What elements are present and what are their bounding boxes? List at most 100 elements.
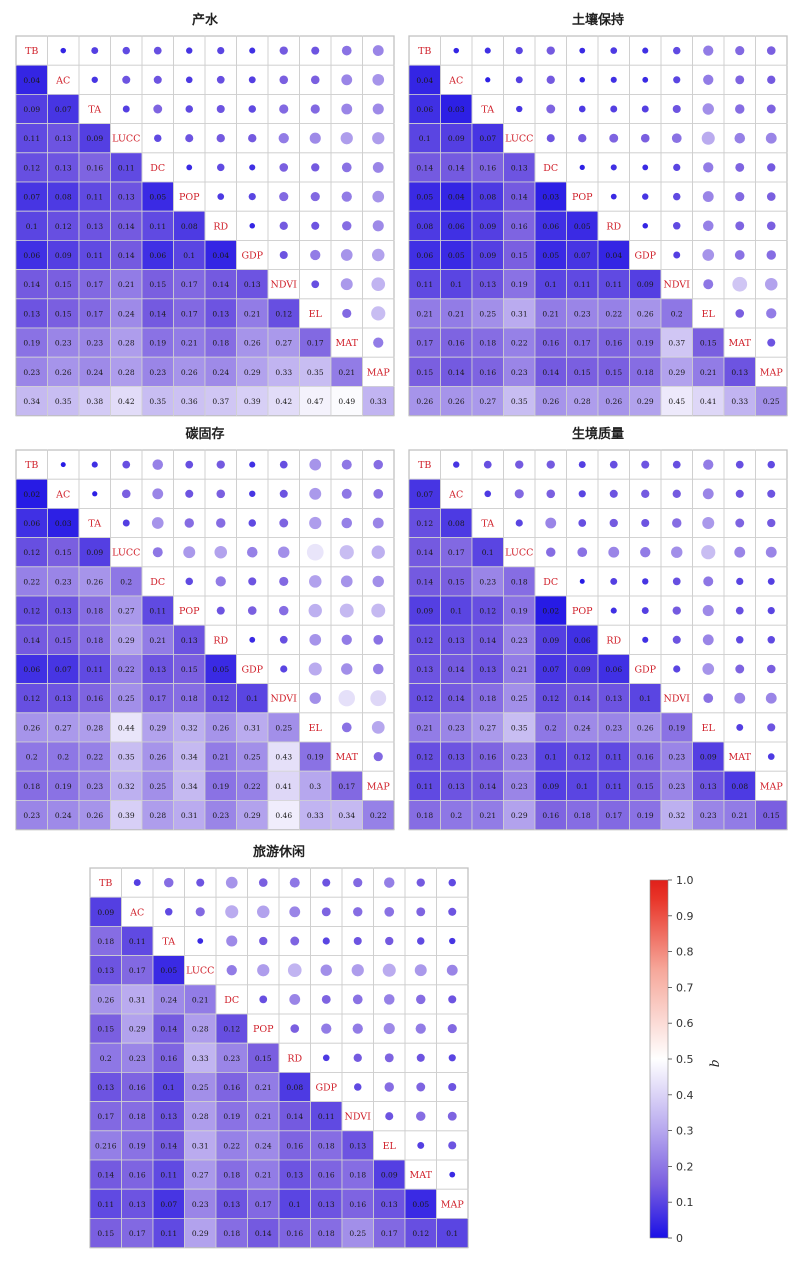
cell-value: 0.21: [149, 636, 166, 645]
cell-value: 0.13: [160, 1112, 177, 1121]
heat-cell: [598, 357, 630, 386]
variable-label: DC: [543, 163, 558, 174]
heat-cell: [173, 299, 205, 328]
cell-value: 0.29: [192, 1229, 209, 1238]
heat-cell: [79, 240, 111, 270]
cell-value: 0.12: [416, 636, 433, 645]
heat-cell: [535, 299, 567, 328]
cell-value: 0.14: [416, 163, 433, 172]
correlation-circle: [122, 519, 130, 527]
correlation-circle: [385, 1112, 394, 1121]
cell-value: 0.18: [212, 339, 229, 348]
heat-cell: [409, 567, 441, 596]
correlation-circle: [767, 636, 775, 644]
cell-value: 0.24: [574, 723, 591, 732]
heat-cell: [472, 270, 504, 299]
heat-cell: [598, 654, 630, 684]
correlation-circle: [701, 131, 715, 145]
cell-value: 0.07: [23, 193, 40, 202]
colorbar-tick-label: 0: [676, 1232, 683, 1245]
correlation-circle: [249, 461, 256, 468]
heat-cell: [121, 1102, 153, 1131]
cell-value: 0.18: [97, 937, 114, 946]
correlation-circle: [736, 636, 744, 644]
cell-value: 0.26: [416, 397, 433, 406]
variable-label: RD: [287, 1053, 302, 1064]
cell-value: 0.18: [416, 811, 433, 820]
heat-cell: [629, 270, 661, 299]
cell-value: 0.3: [309, 782, 321, 791]
correlation-circle: [122, 105, 130, 113]
correlation-circle: [154, 134, 162, 142]
correlation-circle: [767, 460, 775, 469]
cell-value: 0.23: [149, 368, 166, 377]
heat-cell: [173, 625, 205, 654]
correlation-circle: [546, 75, 555, 84]
correlation-circle: [514, 489, 524, 499]
heat-cell: [409, 684, 441, 713]
cell-value: 0.07: [55, 105, 72, 114]
correlation-circle: [279, 46, 288, 55]
colorbar-gradient: [649, 879, 669, 1239]
cell-value: 0.04: [212, 251, 229, 260]
variable-label: POP: [179, 192, 200, 203]
correlation-circle: [185, 76, 193, 84]
cell-value: 0.34: [23, 397, 40, 406]
heat-cell: [205, 654, 237, 684]
cell-value: 0.27: [479, 397, 496, 406]
heat-cell: [236, 713, 268, 742]
correlation-circle: [416, 878, 425, 887]
correlation-circle: [60, 462, 66, 468]
cell-value: 0.23: [448, 723, 465, 732]
heat-cell: [598, 713, 630, 742]
cell-value: 0.13: [700, 782, 717, 791]
correlation-circle: [735, 104, 745, 114]
heat-cell: [268, 386, 300, 416]
correlation-circle: [279, 221, 288, 230]
variable-label: EL: [309, 309, 323, 320]
heat-cell: [310, 1102, 342, 1131]
heat-cell: [629, 684, 661, 713]
cell-value: 0.23: [23, 368, 40, 377]
heat-cell: [47, 654, 79, 684]
heat-cell: [47, 567, 79, 596]
correlation-circle: [765, 546, 777, 558]
cell-value: 0.13: [381, 1200, 398, 1209]
heat-cell: [566, 357, 598, 386]
heat-cell: [661, 386, 693, 416]
heat-cell: [142, 713, 174, 742]
correlation-circle: [309, 458, 322, 471]
heat-cell: [236, 299, 268, 328]
heat-cell: [440, 94, 472, 124]
heat-cell: [110, 299, 142, 328]
cell-value: 0.21: [416, 309, 433, 318]
cell-value: 0.19: [223, 1112, 240, 1121]
heat-cell: [409, 538, 441, 567]
heat-cell: [142, 684, 174, 713]
correlation-circle: [609, 460, 618, 469]
cell-value: 0.23: [605, 723, 622, 732]
heat-cell: [472, 742, 504, 771]
cell-value: 0.25: [149, 782, 166, 791]
correlation-circle: [673, 251, 681, 259]
heat-cell: [472, 800, 504, 830]
heat-cell: [47, 153, 79, 182]
correlation-circle: [279, 489, 288, 498]
correlation-circle: [416, 1111, 426, 1121]
cell-value: 0.47: [307, 397, 324, 406]
heat-cell: [121, 1014, 153, 1043]
cell-value: 0.34: [181, 753, 198, 762]
heat-cell: [472, 124, 504, 153]
heat-cell: [440, 596, 472, 625]
cell-value: 0.1: [183, 251, 195, 260]
correlation-circle: [641, 105, 649, 113]
correlation-circle: [610, 76, 617, 83]
correlation-circle: [372, 663, 384, 675]
heat-cell: [173, 742, 205, 771]
cell-value: 0.12: [55, 222, 72, 231]
heat-cell: [409, 328, 441, 357]
cell-value: 0.17: [97, 1112, 114, 1121]
correlation-circle: [577, 547, 588, 558]
cell-value: 0.21: [118, 280, 135, 289]
correlation-circle: [310, 249, 321, 261]
